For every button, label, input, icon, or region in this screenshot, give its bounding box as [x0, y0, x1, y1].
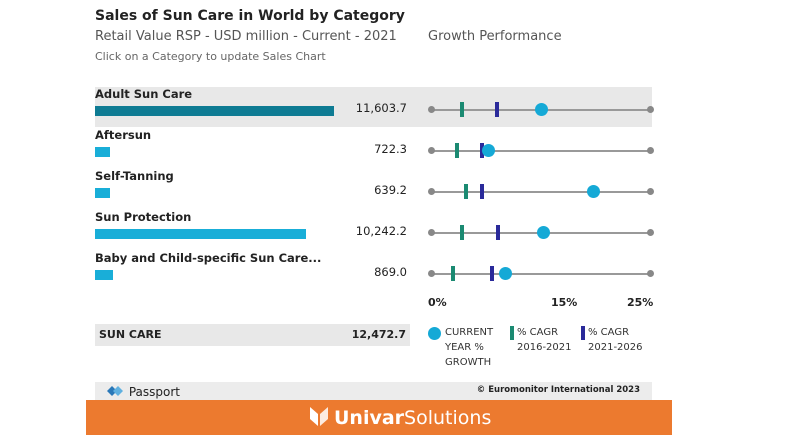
category-label: Aftersun: [95, 128, 152, 142]
current-growth-marker: [534, 103, 548, 116]
sales-bar[interactable]: [95, 229, 306, 239]
category-row[interactable]: Sun Protection 10,242.2: [95, 210, 654, 250]
category-label: Baby and Child-specific Sun Care...: [95, 251, 322, 265]
page-subtitle: Retail Value RSP - USD million - Current…: [95, 29, 397, 44]
cagr-2021-2026-marker: [490, 266, 495, 281]
legend-current-growth: CURRENT YEAR % GROWTH: [445, 327, 494, 368]
growth-track: [431, 273, 650, 275]
copyright-text: © Euromonitor International 2023: [476, 385, 640, 395]
track-end-dot: [428, 106, 435, 113]
page-title: Sales of Sun Care in World by Category: [95, 8, 405, 24]
passport-icon: [107, 386, 123, 396]
track-end-dot: [428, 270, 435, 277]
growth-performance-title: Growth Performance: [428, 29, 562, 44]
cagr-2021-2026-marker: [479, 143, 484, 158]
sales-bar[interactable]: [95, 106, 334, 116]
sales-value: 10,242.2: [355, 224, 407, 238]
track-end-dot: [647, 147, 654, 154]
current-growth-marker: [481, 144, 495, 157]
category-label: Sun Protection: [95, 210, 192, 224]
category-row[interactable]: Aftersun 722.3: [95, 128, 654, 168]
sales-value: 11,603.7: [355, 101, 407, 115]
category-row[interactable]: Adult Sun Care 11,603.7: [95, 87, 654, 127]
sales-value: 869.0: [374, 265, 407, 279]
report-panel: [86, 0, 672, 435]
sales-value: 722.3: [374, 142, 407, 156]
total-label: SUN CARE: [99, 328, 162, 341]
category-row[interactable]: Self-Tanning 639.2: [95, 169, 654, 209]
track-end-dot: [428, 229, 435, 236]
growth-track: [431, 150, 650, 152]
hint-text: Click on a Category to update Sales Char…: [95, 50, 326, 63]
track-end-dot: [647, 188, 654, 195]
current-growth-marker: [587, 185, 601, 198]
brand-bold: Univar: [334, 407, 405, 429]
legend-cagr-past: % CAGR 2016-2021: [517, 327, 572, 353]
univar-banner: UnivarSolutions: [86, 400, 672, 435]
cagr-future-legend-icon: [581, 326, 585, 340]
univar-logo-icon: [310, 407, 328, 426]
sales-value: 639.2: [374, 183, 407, 197]
cagr-2016-2021-marker: [455, 143, 460, 158]
total-row[interactable]: SUN CARE 12,472.7: [95, 324, 410, 346]
cagr-2021-2026-marker: [495, 225, 500, 240]
axis-label-15: 15%: [551, 296, 578, 309]
axis-label-0: 0%: [428, 296, 447, 309]
cagr-2021-2026-marker: [494, 102, 499, 117]
legend-cagr-future: % CAGR 2021-2026: [588, 327, 643, 353]
cagr-2021-2026-marker: [479, 184, 484, 199]
cagr-2016-2021-marker: [459, 225, 464, 240]
sales-bar[interactable]: [95, 188, 110, 198]
total-value: 12,472.7: [351, 328, 406, 341]
track-end-dot: [647, 106, 654, 113]
cagr-2016-2021-marker: [450, 266, 455, 281]
category-row[interactable]: Baby and Child-specific Sun Care... 869.0: [95, 251, 654, 291]
track-end-dot: [428, 147, 435, 154]
cagr-2016-2021-marker: [459, 102, 464, 117]
passport-logo: Passport: [105, 383, 180, 399]
footer-bar: Passport © Euromonitor International 202…: [95, 382, 652, 400]
sales-bar[interactable]: [95, 147, 110, 157]
growth-track: [431, 191, 650, 193]
passport-label: Passport: [128, 385, 180, 399]
current-growth-legend-icon: [428, 327, 441, 340]
category-label: Adult Sun Care: [95, 87, 193, 101]
cagr-past-legend-icon: [510, 326, 514, 340]
cagr-2016-2021-marker: [464, 184, 469, 199]
axis-label-25: 25%: [627, 296, 654, 309]
track-end-dot: [428, 188, 435, 195]
current-growth-marker: [537, 226, 551, 239]
brand-rest: Solutions: [404, 407, 492, 429]
brand-logo: UnivarSolutions: [308, 404, 491, 429]
track-end-dot: [647, 229, 654, 236]
sales-bar[interactable]: [95, 270, 113, 280]
track-end-dot: [647, 270, 654, 277]
current-growth-marker: [499, 267, 513, 280]
category-label: Self-Tanning: [95, 169, 174, 183]
